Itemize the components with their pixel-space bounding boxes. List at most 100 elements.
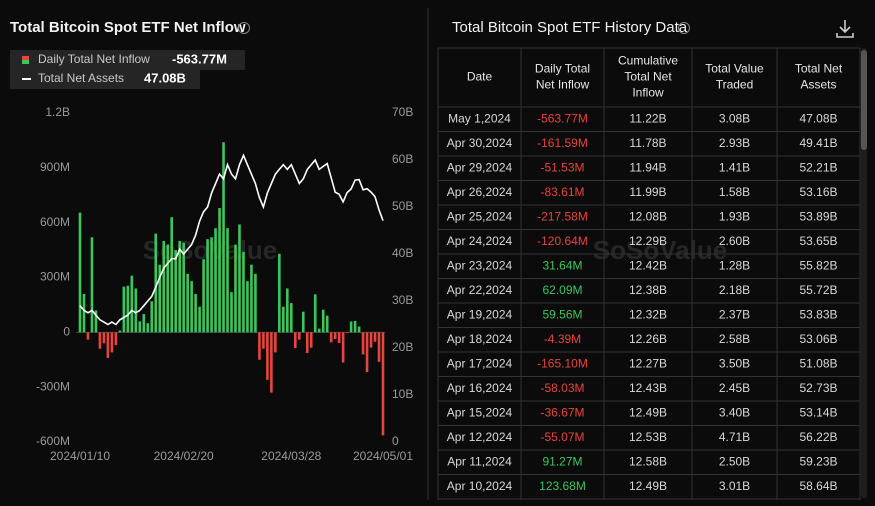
bar xyxy=(286,288,289,333)
table-cell: -36.67M xyxy=(540,405,584,419)
table-cell: 11.22B xyxy=(629,111,666,125)
table-cell: 62.09M xyxy=(542,283,582,297)
info-icon[interactable] xyxy=(678,22,690,34)
bar xyxy=(122,286,126,333)
table-cell: 53.14B xyxy=(799,405,837,419)
bar xyxy=(90,237,94,333)
bar xyxy=(118,330,122,333)
bar xyxy=(234,244,237,333)
bar xyxy=(138,321,142,333)
bar xyxy=(126,285,130,333)
bar xyxy=(290,303,293,333)
bar xyxy=(321,309,325,333)
table-cell: Apr 25,2024 xyxy=(447,209,513,223)
bar xyxy=(130,275,134,333)
table-header-bg xyxy=(437,47,861,108)
table-cell: -83.61M xyxy=(540,185,584,199)
assets-line xyxy=(79,153,384,326)
table-cell: Apr 22,2024 xyxy=(447,283,513,297)
table-cell: Apr 17,2024 xyxy=(447,356,513,370)
bar xyxy=(361,332,365,355)
bar xyxy=(258,332,261,360)
table-cell: Apr 19,2024 xyxy=(447,307,513,321)
bar xyxy=(305,332,309,353)
table-cell: 3.01B xyxy=(719,479,750,493)
y-tick-label: 900M xyxy=(40,160,70,174)
bar xyxy=(222,142,225,333)
bar xyxy=(345,332,349,334)
legend-value: -563.77M xyxy=(172,51,227,66)
table-cell: 2.60B xyxy=(719,234,750,248)
table-cell: 12.38B xyxy=(629,283,667,297)
y2-tick-label: 20B xyxy=(392,340,413,354)
bar xyxy=(365,332,369,373)
download-icon[interactable] xyxy=(836,20,854,38)
table-cell: 53.16B xyxy=(799,185,837,199)
bar xyxy=(301,311,305,333)
y-tick-label: 1.2B xyxy=(45,105,70,119)
bar xyxy=(214,228,217,333)
bar xyxy=(154,233,158,333)
x-tick-label: 2024/02/20 xyxy=(154,449,214,463)
bar xyxy=(254,273,257,333)
table-cell: -51.53M xyxy=(540,160,584,174)
table-cell: 2.93B xyxy=(719,136,750,150)
bar xyxy=(182,242,185,333)
bar xyxy=(333,332,337,340)
bar xyxy=(94,310,98,333)
y-tick-label: -300M xyxy=(36,379,70,393)
bar xyxy=(325,315,329,333)
column-header: Daily Total Net Inflow xyxy=(535,62,590,92)
bar xyxy=(373,332,377,342)
table-cell: 2.37B xyxy=(719,307,750,321)
table-cell: 49.41B xyxy=(799,136,837,150)
bar xyxy=(86,332,90,340)
legend-box xyxy=(10,70,200,89)
table-cell: 12.42B xyxy=(629,258,667,272)
legend-swatch xyxy=(22,56,29,60)
y2-tick-label: 60B xyxy=(392,152,413,166)
watermark: SoSoValue xyxy=(143,235,277,265)
bar xyxy=(266,332,269,380)
bar xyxy=(293,332,297,349)
bar xyxy=(341,332,345,363)
table-cell: 53.06B xyxy=(799,332,837,346)
bar xyxy=(174,250,177,333)
table-cell: Apr 18,2024 xyxy=(447,332,513,346)
scrollbar-track xyxy=(861,48,867,498)
bar xyxy=(353,320,357,333)
y2-tick-label: 50B xyxy=(392,199,413,213)
table-cell: 55.72B xyxy=(799,283,837,297)
bar xyxy=(102,332,106,344)
bar xyxy=(170,217,173,333)
bar xyxy=(230,292,233,333)
scrollbar-thumb[interactable] xyxy=(861,50,867,150)
table-cell: -217.58M xyxy=(537,209,588,223)
bar xyxy=(162,240,166,333)
table-cell: 53.65B xyxy=(799,234,837,248)
table-cell: 91.27M xyxy=(542,454,582,468)
table-cell: Apr 24,2024 xyxy=(447,234,513,248)
bar xyxy=(98,332,102,349)
bar xyxy=(246,281,249,333)
bar xyxy=(278,253,281,333)
table-cell: 123.68M xyxy=(539,479,586,493)
y-tick-label: 0 xyxy=(63,325,70,339)
table-cell: -58.03M xyxy=(540,381,584,395)
info-icon[interactable] xyxy=(238,22,250,34)
x-tick-label: 2024/05/01 xyxy=(353,449,413,463)
table-cell: 12.26B xyxy=(629,332,667,346)
bar xyxy=(329,332,333,343)
legend-swatch xyxy=(22,60,29,64)
legend-label: Total Net Assets xyxy=(38,71,124,85)
bar xyxy=(297,332,301,340)
table-cell: -563.77M xyxy=(537,111,588,125)
bar xyxy=(282,306,285,333)
bar xyxy=(349,321,353,333)
table-cell: -55.07M xyxy=(540,430,584,444)
y2-tick-label: 0 xyxy=(392,434,399,448)
table-cell: 31.64M xyxy=(542,258,582,272)
table-cell: 3.40B xyxy=(719,405,750,419)
table-cell: Apr 23,2024 xyxy=(447,258,513,272)
table-cell: 12.27B xyxy=(629,356,667,370)
